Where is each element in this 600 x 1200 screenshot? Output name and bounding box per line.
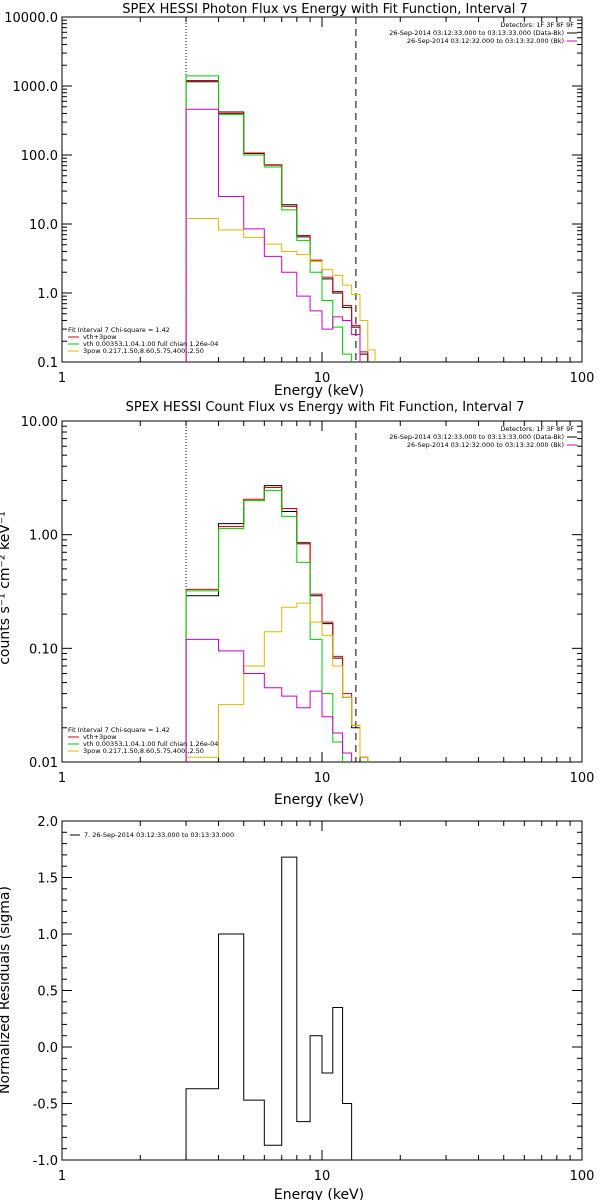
y-tick-label: 1000.0 [13,80,59,95]
x-axis-label: Energy (keV) [274,1187,364,1200]
legend-entry: 26-Sep-2014 03:12:33.000 to 03:13:33.000… [389,29,564,37]
legend-entry: vth+3pow [83,733,117,741]
y-tick-label: 10000.0 [4,11,58,26]
series-4-histogram [185,638,353,762]
detectors-label: Detectors: 1F 3F 8F 9F [500,425,574,433]
y-tick-label: 0.5 [37,985,58,1000]
count-flux-panel: SPEX HESSI Count Flux vs Energy with Fit… [0,400,594,808]
legend-entry: vth 0.00353,1.04,1.00 full chian 1.26e-0… [83,340,218,348]
y-tick-label: 0.1 [37,356,58,371]
y-tick-label: 0.0 [37,1041,58,1056]
y-tick-label: 100.0 [21,149,58,164]
plot-frame [61,16,583,363]
y-tick-label: 1.0 [37,928,58,943]
x-tick-label: 100 [570,371,595,386]
x-tick-label: 1 [58,371,66,386]
photon-flux-panel: SPEX HESSI Photon Flux vs Energy with Fi… [4,2,594,399]
legend-entry: 3pow 0.217,1.50,8.60,5.75,400.,2.50 [83,347,204,355]
x-tick-label: 1 [58,771,66,786]
detectors-label: Detectors: 1F 3F 8F 9F [500,21,574,29]
x-tick-label: 100 [570,771,595,786]
legend-entry: 26-Sep-2014 03:12:32.000 to 03:13:32.000… [407,441,564,449]
series-4-histogram [185,108,361,362]
y-tick-label: 0.10 [29,642,58,657]
y-tick-label: 1.5 [37,872,58,887]
series-2-histogram [185,75,353,362]
chart-title: SPEX HESSI Count Flux vs Energy with Fit… [126,400,525,415]
y-tick-label: 10.0 [29,218,58,233]
y-axis-label: Normalized Residuals (sigma) [0,886,13,1094]
y-tick-label: 1.00 [29,529,58,544]
x-tick-label: 10 [314,771,331,786]
legend-entry: vth+3pow [83,333,117,341]
series-1-histogram [185,80,369,362]
series-2-histogram [185,489,344,762]
series-0-histogram [185,81,369,362]
y-tick-label: 10.00 [21,415,58,430]
x-tick-label: 1 [58,1169,66,1184]
fit-legend-header: Fit Interval 7 Chi-square = 1.42 [68,726,170,734]
series-0-histogram [185,856,353,1160]
series-0-histogram [185,485,361,762]
y-tick-label: 2.0 [37,815,58,830]
series-1-histogram [185,486,369,762]
y-tick-label: -0.5 [33,1098,58,1113]
legend-entry: 7. 26-Sep-2014 03:12:33.000 to 03:13:33.… [84,831,234,839]
chart-title: SPEX HESSI Photon Flux vs Energy with Fi… [122,2,528,17]
y-tick-label: 0.01 [29,756,58,771]
series-3-histogram [185,602,369,762]
legend-entry: vth 0.00353,1.04,1.00 full chian 1.26e-0… [83,740,218,748]
x-axis-label: Energy (keV) [274,383,364,399]
legend-entry: 26-Sep-2014 03:12:32.000 to 03:13:32.000… [407,37,564,45]
series-3-histogram [185,218,376,362]
legend-entry: 26-Sep-2014 03:12:33.000 to 03:13:33.000… [389,433,564,441]
legend-entry: 3pow 0.217,1.50,8.60,5.75,400.,2.50 [83,747,204,755]
fit-legend-header: Fit Interval 7 Chi-square = 1.42 [68,326,170,334]
y-tick-label: -1.0 [33,1154,58,1169]
residuals-panel: Energy (keV) Normalized Residuals (sigma… [0,815,594,1200]
y-tick-label: 1.0 [37,287,58,302]
x-tick-label: 10 [314,1169,331,1184]
x-axis-label: Energy (keV) [274,792,364,808]
y-axis-label: counts s⁻¹ cm⁻² keV⁻¹ [0,511,13,665]
x-tick-label: 10 [314,371,331,386]
plot-frame [61,820,583,1161]
x-tick-label: 100 [570,1169,595,1184]
